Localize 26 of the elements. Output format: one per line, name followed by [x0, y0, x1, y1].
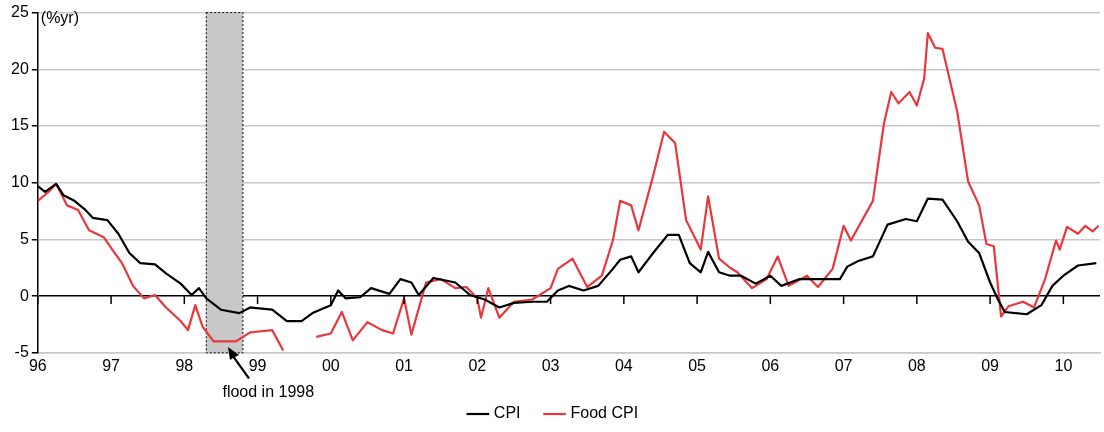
y-axis-title: (%yr)	[40, 8, 80, 26]
x-tick-label: 99	[248, 356, 267, 374]
x-tick-label: 02	[468, 356, 487, 374]
y-tick-label: 20	[11, 59, 29, 77]
y-tick-label: 15	[11, 116, 29, 134]
x-tick-label: 01	[395, 356, 414, 374]
x-tick-label: 00	[321, 356, 340, 374]
x-tick-label: 08	[907, 356, 926, 374]
x-tick-label: 97	[102, 356, 121, 374]
legend-label: Food CPI	[570, 404, 639, 422]
x-tick-label: 98	[175, 356, 194, 374]
x-tick-label: 96	[28, 356, 47, 374]
y-tick-label: 25	[11, 3, 29, 21]
x-tick-label: 04	[614, 356, 633, 374]
x-tick-label: 06	[761, 356, 780, 374]
y-tick-label: 0	[19, 286, 29, 304]
x-tick-label: 05	[688, 356, 707, 374]
y-tick-label: -5	[14, 343, 29, 361]
y-tick-label: 10	[11, 173, 29, 191]
annotation: flood in 1998	[222, 382, 315, 400]
x-tick-label: 10	[1054, 356, 1073, 374]
x-tick-label: 03	[541, 356, 560, 374]
y-tick-label: 5	[19, 229, 29, 247]
legend-label: CPI	[493, 404, 521, 422]
x-tick-label: 09	[981, 356, 1000, 374]
x-tick-label: 07	[834, 356, 853, 374]
